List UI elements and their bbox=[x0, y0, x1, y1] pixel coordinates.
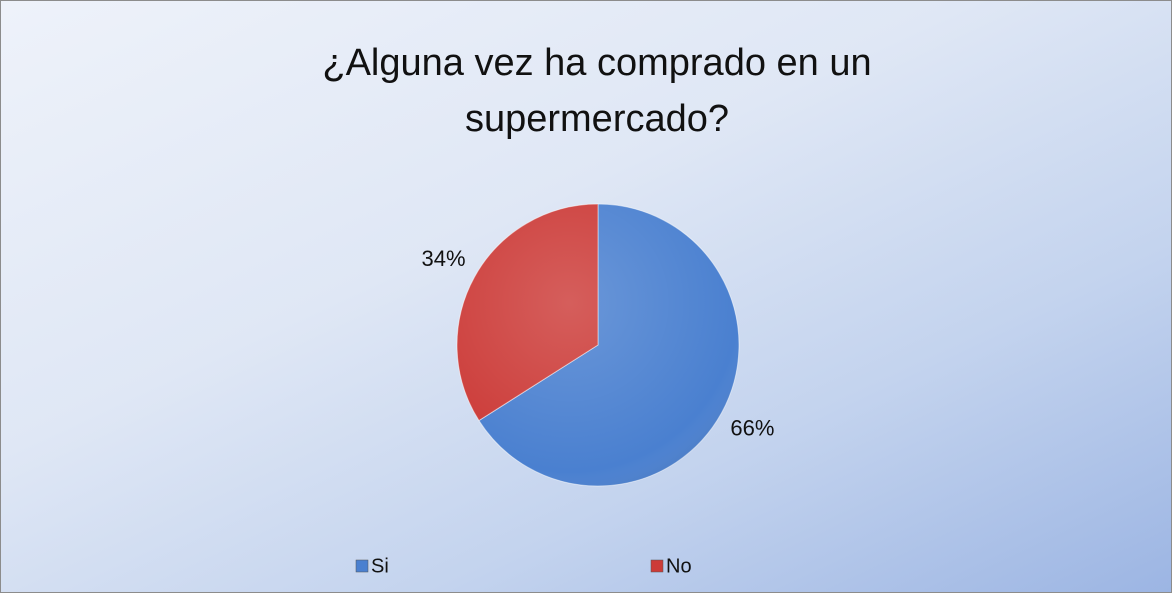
data-label: 66% bbox=[730, 416, 774, 441]
legend-label: No bbox=[666, 555, 692, 577]
legend-swatch bbox=[355, 559, 369, 573]
data-label: 34% bbox=[422, 246, 466, 271]
legend-label: Si bbox=[371, 555, 389, 577]
legend-swatch bbox=[650, 559, 664, 573]
chart-title: ¿Alguna vez ha comprado en un supermerca… bbox=[322, 42, 872, 140]
legend: Si No bbox=[355, 555, 692, 577]
pie: 66% 34% bbox=[422, 203, 774, 487]
